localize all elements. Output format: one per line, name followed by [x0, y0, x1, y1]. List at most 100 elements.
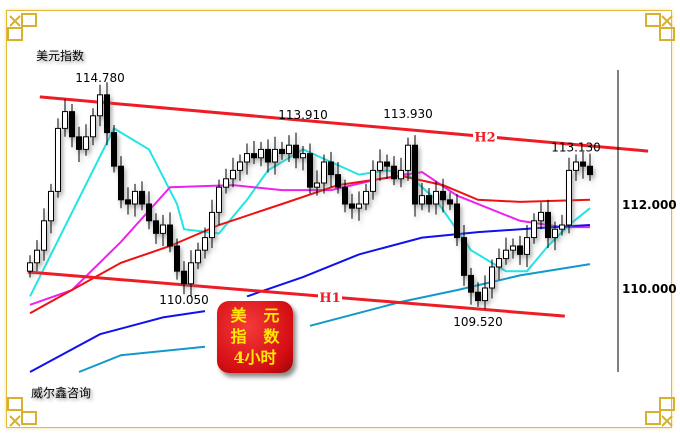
candle-body [307, 153, 313, 188]
candle-body [244, 153, 250, 163]
candle-body [265, 148, 271, 163]
price-annotation: 113.930 [383, 107, 433, 121]
candle-body [146, 203, 152, 222]
candle-body [321, 161, 327, 184]
candle-body [34, 249, 40, 264]
candle-body [489, 266, 495, 289]
candle-body [503, 249, 509, 260]
candle-body [223, 178, 229, 188]
candle-body [90, 115, 96, 138]
candle-body [153, 220, 159, 234]
candle-body [328, 161, 334, 176]
corner-ornament-icon [7, 13, 37, 41]
badge-char: 数 [263, 327, 280, 346]
channel-line [39, 95, 649, 153]
candle-body [216, 186, 222, 213]
candle-body [139, 190, 145, 205]
candle-body [531, 220, 537, 239]
moving-average-line [246, 224, 591, 298]
badge-char: 指 [230, 327, 247, 346]
moving-average-line [309, 263, 591, 327]
candle-body [83, 136, 89, 150]
footer-brand: 威尔鑫咨询 [31, 386, 92, 400]
candle-body [118, 165, 124, 201]
corner-ornament-icon [7, 397, 37, 427]
candle-body [300, 153, 306, 159]
candle-body [433, 190, 439, 205]
moving-average-line [29, 126, 591, 297]
candle-body [272, 148, 278, 163]
candle-body [517, 245, 523, 255]
candle-body [279, 148, 285, 155]
channel-line [27, 270, 565, 318]
price-annotation: 114.780 [75, 71, 125, 85]
candle-body [419, 195, 425, 205]
price-annotation: 113.910 [278, 108, 328, 122]
candle-body [545, 211, 551, 239]
corner-ornament-icon [645, 397, 675, 427]
candle-body [447, 199, 453, 205]
candle-body [440, 190, 446, 201]
channel-label-bg [318, 288, 342, 303]
candle-body [384, 161, 390, 167]
candle-body [181, 270, 187, 285]
price-annotation: 113.130 [551, 141, 601, 155]
candle-body [48, 190, 54, 222]
badge-char: 美 [230, 306, 247, 325]
candle-body [69, 111, 75, 138]
candle-body [160, 224, 166, 234]
moving-average-line [29, 310, 206, 373]
candle-body [174, 245, 180, 272]
candle-body [349, 203, 355, 209]
candle-body [377, 161, 383, 171]
candle-body [566, 169, 572, 226]
candle-body [426, 195, 432, 205]
candle-body [412, 144, 418, 205]
chart-frame [6, 10, 672, 428]
candle-body [587, 165, 593, 176]
candle-body [552, 228, 558, 239]
channel-label: H1 [319, 291, 340, 306]
corner-ornament-icon [645, 13, 675, 41]
price-annotation: 110.050 [159, 293, 209, 307]
candle-body [356, 203, 362, 209]
candle-body [363, 190, 369, 205]
candle-body [111, 132, 117, 167]
candle-body [335, 174, 341, 188]
candle-body [559, 224, 565, 230]
candle-body [62, 111, 68, 129]
candle-body [202, 237, 208, 251]
candle-body [580, 161, 586, 167]
chart-title: 美元指数 [36, 49, 85, 63]
candle-body [55, 127, 61, 192]
y-tick-label: 112.000 [622, 198, 677, 212]
candle-body [125, 199, 131, 205]
candle-body [468, 274, 474, 293]
candle-body [405, 144, 411, 171]
candle-body [314, 182, 320, 188]
candle-body [475, 291, 481, 302]
candle-body [454, 203, 460, 239]
candle-body [573, 161, 579, 171]
candle-body [188, 262, 194, 285]
candle-body [370, 169, 376, 192]
candle-body [230, 169, 236, 180]
candle-body [538, 211, 544, 222]
candle-body [132, 190, 138, 205]
candle-body [237, 161, 243, 171]
channel-label-bg [473, 128, 497, 143]
price-annotation: 109.520 [453, 315, 503, 329]
y-tick-label: 110.000 [622, 282, 677, 296]
timeframe-badge: 美 元 指 数 4小时 [217, 301, 293, 373]
candle-body [482, 287, 488, 302]
candle-body [251, 153, 257, 159]
candle-body [524, 237, 530, 255]
candle-body [27, 262, 33, 272]
candle-body [167, 224, 173, 247]
candle-body [398, 169, 404, 180]
candle-body [209, 211, 215, 239]
candle-body [41, 220, 47, 251]
candle-body [195, 249, 201, 264]
badge-char: 元 [263, 306, 280, 325]
